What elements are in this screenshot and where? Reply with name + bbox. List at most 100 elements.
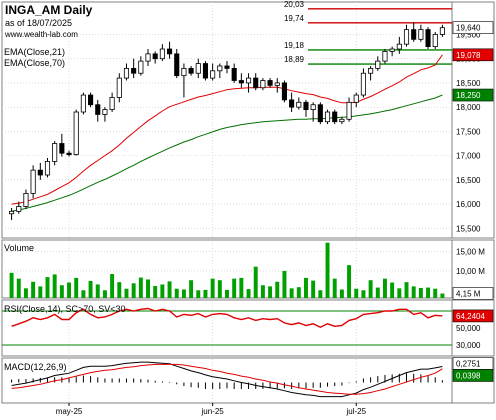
volume-bar <box>160 284 165 298</box>
candle <box>396 36 402 54</box>
candle <box>102 107 108 122</box>
volume-bar <box>45 277 50 298</box>
candle-body <box>303 101 309 110</box>
ema-fast-badge-box <box>452 48 494 62</box>
candle-body <box>260 80 266 89</box>
macd-hist-badge-box <box>452 369 494 382</box>
volume-bar <box>131 283 136 298</box>
candle-body <box>224 65 230 69</box>
candle-body <box>368 67 374 74</box>
candle-body <box>217 65 223 72</box>
volume-bar <box>117 282 122 298</box>
volume-bar <box>339 289 344 298</box>
candle-body <box>109 97 115 110</box>
volume-badge-text: 4,15 M <box>456 290 481 299</box>
candle-body <box>16 206 22 212</box>
volume-bar <box>67 282 72 298</box>
volume-bar <box>397 288 402 298</box>
candle-body <box>167 48 173 55</box>
volume-bar <box>289 288 294 298</box>
candle <box>368 65 374 81</box>
candle <box>9 207 15 221</box>
candle <box>245 73 252 93</box>
volume-bar <box>246 289 251 298</box>
candle-body <box>210 70 216 79</box>
candle-body <box>159 48 165 60</box>
volume-bar <box>23 288 28 298</box>
ema-slow-line <box>11 94 443 212</box>
candle <box>174 49 180 79</box>
price-tick-label: 17,500 <box>456 127 481 136</box>
candle <box>339 116 345 125</box>
macd-badge: 0,2751 <box>452 357 494 370</box>
candle-body <box>317 104 323 123</box>
candle-body <box>289 99 295 108</box>
candle <box>109 92 115 113</box>
candle-body <box>425 29 431 47</box>
volume-bar <box>368 280 373 298</box>
volume-bar <box>31 281 36 298</box>
candle-body <box>324 111 331 123</box>
candle-body <box>66 152 72 156</box>
candle <box>382 49 388 64</box>
rsi-badge-box <box>452 309 494 323</box>
candle-body <box>73 111 79 156</box>
candle-body <box>195 63 201 74</box>
candle-body <box>131 67 137 74</box>
candle-body <box>145 53 151 62</box>
candle-body <box>389 48 395 52</box>
volume-badge: 4,15 M <box>452 287 494 300</box>
volume-tick-label: 15,00 M <box>456 248 485 257</box>
x-tick-label: may-25 <box>56 407 83 416</box>
volume-bar <box>153 286 158 298</box>
candle <box>181 63 187 98</box>
volume-bar <box>189 280 194 298</box>
candle-body <box>296 101 302 108</box>
candle-body <box>59 143 65 154</box>
as-of-date: as of 18/07/2025 <box>5 18 72 28</box>
volume-bar <box>181 289 186 298</box>
last-price-badge: 19,640 <box>452 21 494 34</box>
ema-slow-badge-text: 18,250 <box>456 91 481 100</box>
candle <box>310 102 316 122</box>
x-tick-label: jun-25 <box>201 407 225 416</box>
level-label: 19,18 <box>284 41 305 50</box>
rsi-panel-frame <box>1 299 495 357</box>
volume-bar <box>52 274 57 298</box>
candle <box>44 158 51 178</box>
macd-badge-text: 0,2751 <box>456 359 481 368</box>
candle-body <box>353 94 359 103</box>
volume-bar <box>361 290 366 298</box>
volume-bar <box>382 278 387 298</box>
candle-body <box>116 77 122 98</box>
volume-legend: Volume <box>4 243 34 253</box>
macd-signal-line <box>11 363 443 395</box>
legend-ema-fast: EMA(Close,21) <box>4 47 65 57</box>
candle <box>296 97 302 110</box>
candle-body <box>245 77 252 84</box>
candle-body <box>231 67 237 81</box>
candle-body <box>411 29 417 40</box>
volume-bar <box>110 274 115 298</box>
candle <box>303 99 309 117</box>
candle-body <box>23 193 29 207</box>
candle-body <box>188 67 194 74</box>
ema-fast-line <box>11 54 443 205</box>
volume-bar <box>95 284 100 298</box>
price-tick-label: 18,500 <box>456 79 481 88</box>
ema-slow-badge: 18,250 <box>452 88 494 102</box>
candle-body <box>44 161 51 176</box>
rsi-tick-label: 50,000 <box>456 324 481 333</box>
ema-fast-badge-text: 19,078 <box>456 51 481 60</box>
rsi-badge: 64,2404 <box>452 309 494 323</box>
candle <box>289 92 295 113</box>
candle <box>324 109 331 125</box>
candle <box>210 63 216 81</box>
candle <box>195 58 201 79</box>
candle-body <box>37 169 43 176</box>
candle <box>116 73 122 103</box>
candle-body <box>181 67 187 77</box>
volume-bar <box>174 288 179 298</box>
candle-body <box>9 210 15 215</box>
candle <box>66 150 72 157</box>
